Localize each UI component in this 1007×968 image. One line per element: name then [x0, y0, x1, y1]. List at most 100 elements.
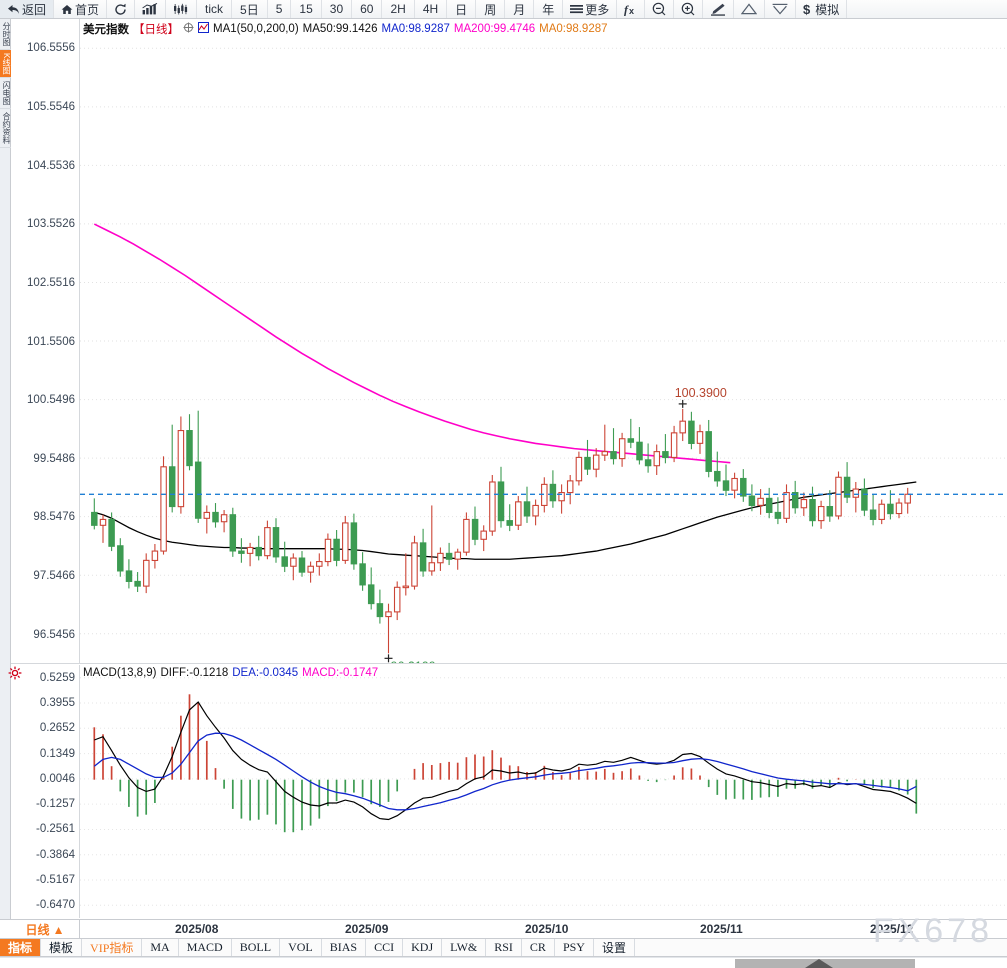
macd-pane[interactable]: 0.5259 0.3955 0.2652 0.1349 0.0046 -0.1257 -0.…	[11, 665, 1007, 918]
macd-plot[interactable]	[80, 665, 1007, 918]
price-y-tick: 96.5456	[33, 628, 75, 641]
toolbar-simulate[interactable]: $ 模拟	[796, 0, 848, 18]
chart-area[interactable]: 106.5556 105.5546 104.5536 103.5526 102.5516…	[11, 19, 1007, 918]
svg-text:100.3900: 100.3900	[675, 386, 727, 400]
tab-lwr[interactable]: LW&	[442, 939, 487, 956]
toolbar-home-label: 首页	[75, 2, 100, 17]
toolbar-monthly[interactable]: 月	[505, 0, 535, 18]
pencil-icon	[710, 3, 726, 16]
tab-boll[interactable]: BOLL	[232, 939, 281, 956]
sidebar-item-k-line-chart[interactable]: K线图	[0, 50, 11, 79]
toolbar-zoom-in[interactable]	[674, 0, 704, 18]
toolbar-h2[interactable]: 2H	[382, 0, 415, 18]
price-y-tick: 99.5486	[33, 452, 75, 465]
toolbar-m15[interactable]: 15	[291, 0, 322, 18]
ma-settings-icon[interactable]	[198, 22, 209, 36]
back-arrow-icon	[7, 4, 20, 15]
svg-text:f: f	[624, 3, 629, 16]
sidebar-item-contract-info[interactable]: 合约资料	[0, 109, 11, 149]
macd-dea-value: DEA:-0.0345	[232, 667, 299, 679]
price-y-tick: 100.5496	[27, 394, 75, 407]
ma0-blue-value: MA0:98.9287	[381, 23, 450, 35]
triangle-up-icon	[741, 3, 758, 15]
period-selector[interactable]: 日线 ▲	[11, 920, 80, 939]
svg-text:$: $	[803, 3, 811, 16]
sidebar-item-lightning-chart[interactable]: 闪电图	[0, 78, 11, 110]
tab-vol[interactable]: VOL	[280, 939, 322, 956]
toolbar-m5[interactable]: 5	[268, 0, 292, 18]
toolbar-h4[interactable]: 4H	[415, 0, 448, 18]
tab-rsi[interactable]: RSI	[486, 939, 522, 956]
toolbar-weekly[interactable]: 周	[476, 0, 506, 18]
toolbar-tick[interactable]: tick	[197, 0, 233, 18]
home-icon	[61, 4, 73, 15]
toolbar-refresh[interactable]	[107, 0, 136, 18]
toolbar-monthly-label: 月	[513, 2, 526, 17]
toolbar-five-day[interactable]: 5日	[232, 0, 268, 18]
toolbar-home[interactable]: 首页	[54, 0, 108, 18]
toolbar-yearly[interactable]: 年	[534, 0, 564, 18]
toolbar-weekly-label: 周	[484, 2, 497, 17]
macd-y-tick: -0.3864	[35, 848, 75, 861]
toolbar-tick-label: tick	[205, 2, 224, 16]
price-pane[interactable]: 106.5556 105.5546 104.5536 103.5526 102.5516…	[11, 19, 1007, 664]
toolbar-five-day-label: 5日	[240, 2, 259, 17]
tabbar-filler	[635, 939, 1007, 956]
dollar-icon: $	[803, 3, 813, 16]
toolbar-draw[interactable]	[703, 0, 735, 18]
macd-y-tick: 0.0046	[39, 772, 75, 785]
tab-settings[interactable]: 设置	[594, 939, 635, 956]
toolbar-m60[interactable]: 60	[352, 0, 383, 18]
price-y-tick: 98.5476	[33, 511, 75, 524]
tab-cci[interactable]: CCI	[366, 939, 404, 956]
toolbar-more[interactable]: 更多	[563, 0, 618, 18]
svg-text:96.2109: 96.2109	[391, 659, 436, 663]
tab-template[interactable]: 模板	[41, 939, 83, 956]
tab-kdj[interactable]: KDJ	[403, 939, 443, 956]
price-header: 美元指数 【日线】 MA1(50,0,200,0) MA50:99.1426 M…	[83, 21, 608, 37]
toolbar-zoom-out[interactable]	[645, 0, 675, 18]
toolbar-m30[interactable]: 30	[322, 0, 353, 18]
crosshair-icon[interactable]	[183, 22, 194, 36]
tab-cr[interactable]: CR	[522, 939, 555, 956]
macd-header: MACD(13,8,9) DIFF:-0.1218 DEA:-0.0345 MA…	[83, 667, 378, 679]
horizontal-scrollbar[interactable]	[0, 957, 1007, 968]
zoom-in-icon	[681, 2, 695, 16]
toolbar-simulate-label: 模拟	[815, 2, 840, 17]
toolbar-daily-label: 日	[455, 2, 468, 17]
toolbar-back-label: 返回	[22, 2, 47, 17]
price-y-tick: 105.5546	[27, 100, 75, 113]
macd-settings-icon[interactable]	[8, 666, 22, 680]
sidebar-item-timeline-chart[interactable]: 分时图	[0, 19, 11, 50]
toolbar-bar-chart[interactable]	[135, 0, 167, 18]
toolbar-chevron-down[interactable]	[765, 0, 797, 18]
candlestick-icon	[173, 3, 189, 15]
symbol-label: 美元指数	[83, 24, 129, 36]
macd-y-tick: -0.2561	[35, 823, 75, 836]
toolbar-candlestick[interactable]	[166, 0, 198, 18]
price-y-axis: 106.5556 105.5546 104.5536 103.5526 102.5516…	[11, 19, 80, 663]
indicator-tabbar: 指标 模板 VIP指标 MA MACD BOLL VOL BIAS CCI KDJ LW& RSI CR…	[0, 938, 1007, 957]
date-axis-label: 2025/09	[345, 922, 389, 936]
left-sidebar: 分时图 K线图 闪电图 合约资料	[0, 19, 11, 919]
macd-y-tick: 0.3955	[39, 696, 75, 709]
hamburger-icon	[570, 4, 584, 14]
tab-indicator[interactable]: 指标	[0, 939, 42, 956]
triangle-up-icon: ▲	[52, 922, 65, 937]
toolbar-triangle-up[interactable]	[734, 0, 766, 18]
tab-ma[interactable]: MA	[142, 939, 179, 956]
tab-vip-indicator[interactable]: VIP指标	[82, 939, 143, 956]
tab-bias[interactable]: BIAS	[322, 939, 367, 956]
toolbar-daily[interactable]: 日	[447, 0, 477, 18]
tab-macd[interactable]: MACD	[179, 939, 232, 956]
scrollbar-arrow-icon[interactable]	[805, 959, 833, 968]
toolbar-back[interactable]: 返回	[0, 0, 55, 18]
ma0-orange-value: MA0:98.9287	[539, 23, 608, 35]
price-plot[interactable]: 100.3900 96.2109	[80, 19, 1007, 663]
tab-psy[interactable]: PSY	[555, 939, 594, 956]
date-axis-label: 2025/10	[525, 922, 569, 936]
price-y-tick: 101.5506	[27, 335, 75, 348]
macd-y-tick: -0.5167	[35, 874, 75, 887]
